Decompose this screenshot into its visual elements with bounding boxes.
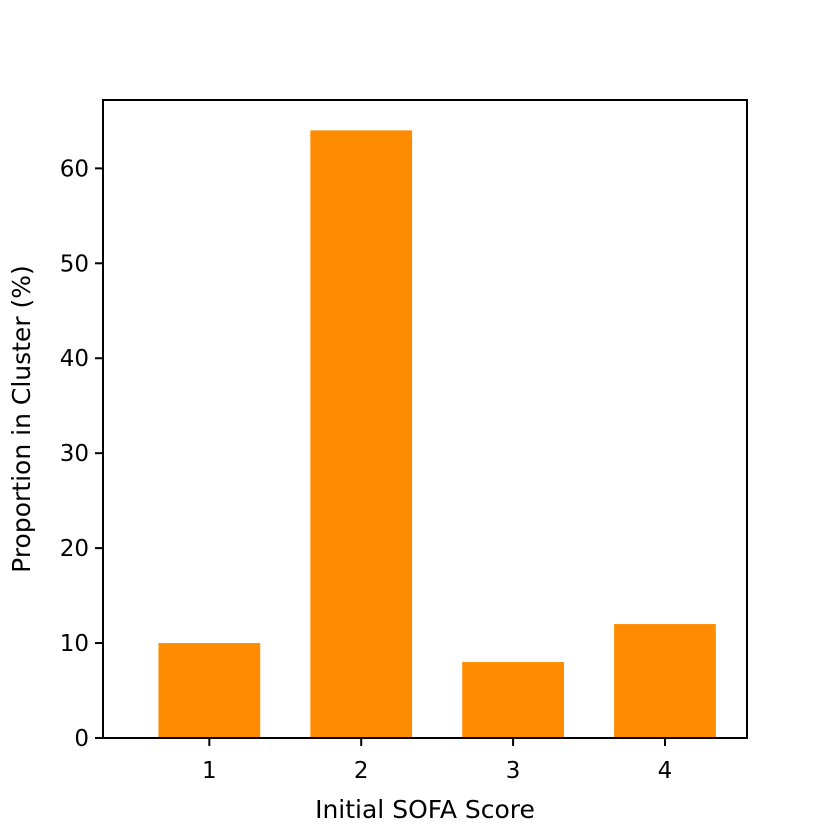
y-tick-label: 30 (60, 441, 89, 467)
x-tick-label: 2 (354, 758, 369, 784)
x-axis-label: Initial SOFA Score (315, 795, 535, 824)
x-tick-label: 1 (202, 758, 217, 784)
y-tick-label: 0 (74, 726, 89, 752)
y-tick-label: 40 (60, 346, 89, 372)
bar-4 (614, 624, 716, 738)
bars-group (158, 130, 716, 738)
y-tick-label: 10 (60, 631, 89, 657)
x-axis-ticks: 1 2 3 4 (202, 738, 672, 784)
bar-3 (462, 662, 564, 738)
y-axis-ticks: 0 10 20 30 40 50 60 (60, 156, 103, 752)
y-axis-label: Proportion in Cluster (%) (7, 265, 36, 573)
bar-2 (310, 130, 413, 738)
plot-frame (102, 99, 748, 739)
x-tick-label: 3 (506, 758, 521, 784)
x-tick-label: 4 (658, 758, 673, 784)
y-tick-label: 20 (60, 536, 89, 562)
y-tick-label: 50 (60, 251, 89, 277)
y-tick-label: 60 (60, 156, 89, 182)
bar-1 (158, 643, 261, 738)
